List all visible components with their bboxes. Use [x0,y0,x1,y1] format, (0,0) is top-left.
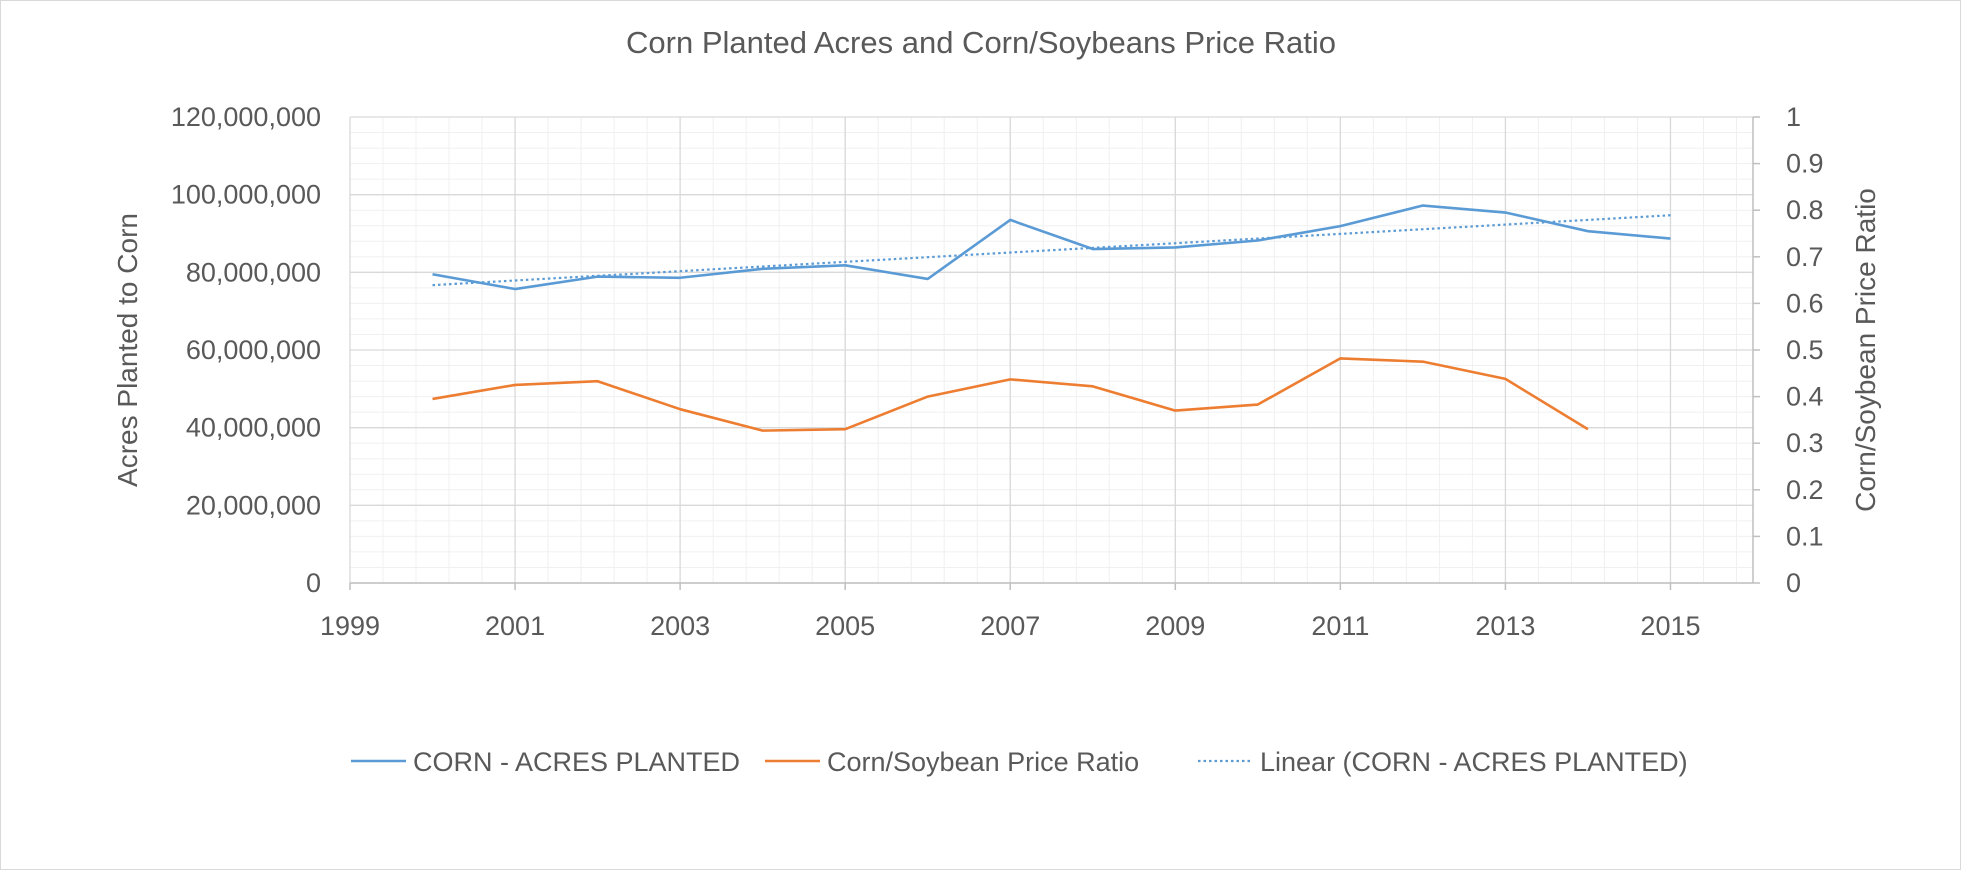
series-1-point [514,288,517,291]
series-1-point [1009,219,1012,222]
series-1-point [679,276,682,279]
y2-axis-label: Corn/Soybean Price Ratio [1850,188,1881,512]
legend-label-3: Linear (CORN - ACRES PLANTED) [1260,747,1688,777]
series-3-point [1669,214,1672,217]
y-tick-label: 40,000,000 [186,413,321,443]
series-2-point [514,384,517,387]
axes [349,116,1760,590]
x-tick-label: 2015 [1640,611,1700,641]
series-2-point [679,408,682,411]
x-tick-label: 2005 [815,611,875,641]
series-2-point [596,380,599,383]
tick-labels: 1999 2001 2003 2005 2007 2009 2011 2013 2015 0 20,… [171,102,1824,641]
series-2-point [926,395,929,398]
series-layer [431,204,1672,432]
series-2-point [761,429,764,432]
series-1-point [1422,204,1425,207]
series-1-point [431,273,434,276]
y-tick-label: 120,000,000 [171,102,321,132]
series-line-1 [432,204,1671,291]
series-2-point [844,428,847,431]
series-2-point [1422,360,1425,363]
series-2-point [1339,357,1342,360]
series-1-point [844,264,847,267]
series-line-2 [432,357,1589,432]
y2-tick-label: 1 [1786,102,1801,132]
x-tick-label: 2013 [1475,611,1535,641]
y2-tick-label: 0.3 [1786,428,1824,458]
y2-tick-label: 0.9 [1786,149,1824,179]
series-1-point [1669,237,1672,240]
x-tick-label: 2001 [485,611,545,641]
series-3-point [431,284,434,287]
series-1-point [1174,246,1177,249]
y-tick-label: 20,000,000 [186,490,321,520]
series-2-point [1091,385,1094,388]
y-axis-label: Acres Planted to Corn [112,213,143,487]
y2-tick-label: 0.6 [1786,288,1824,318]
y-tick-label: 100,000,000 [171,180,321,210]
major-gridlines [349,116,1753,584]
chart-title: Corn Planted Acres and Corn/Soybeans Pri… [626,25,1336,60]
y2-tick-label: 0.7 [1786,242,1824,272]
series-2-point [431,398,434,401]
series-2-point [1174,409,1177,412]
series-1-point [926,278,929,281]
x-tick-label: 2011 [1311,611,1369,641]
x-tick-label: 2009 [1145,611,1205,641]
y2-tick-label: 0.2 [1786,475,1824,505]
x-tick-label: 2007 [980,611,1040,641]
y2-tick-label: 0 [1786,568,1801,598]
x-tick-label: 2003 [650,611,710,641]
series-1-point [1587,230,1590,233]
series-2-point [1587,428,1590,431]
legend-label-1: CORN - ACRES PLANTED [413,747,740,777]
series-2-point [1257,403,1260,406]
y-tick-label: 60,000,000 [186,335,321,365]
series-1-point [1504,211,1507,214]
y-tick-label: 0 [306,568,321,598]
legend-label-2: Corn/Soybean Price Ratio [827,747,1139,777]
series-1-point [1339,225,1342,228]
series-1-point [761,268,764,271]
y2-tick-label: 0.1 [1786,521,1824,551]
legend: CORN - ACRES PLANTED Corn/Soybean Price R… [351,747,1688,777]
x-tick-label: 1999 [320,611,380,641]
y2-tick-label: 0.5 [1786,335,1824,365]
y-tick-label: 80,000,000 [186,257,321,287]
y2-tick-label: 0.4 [1786,382,1824,412]
series-2-point [1009,378,1012,381]
series-2-point [1504,378,1507,381]
y2-tick-label: 0.8 [1786,195,1824,225]
